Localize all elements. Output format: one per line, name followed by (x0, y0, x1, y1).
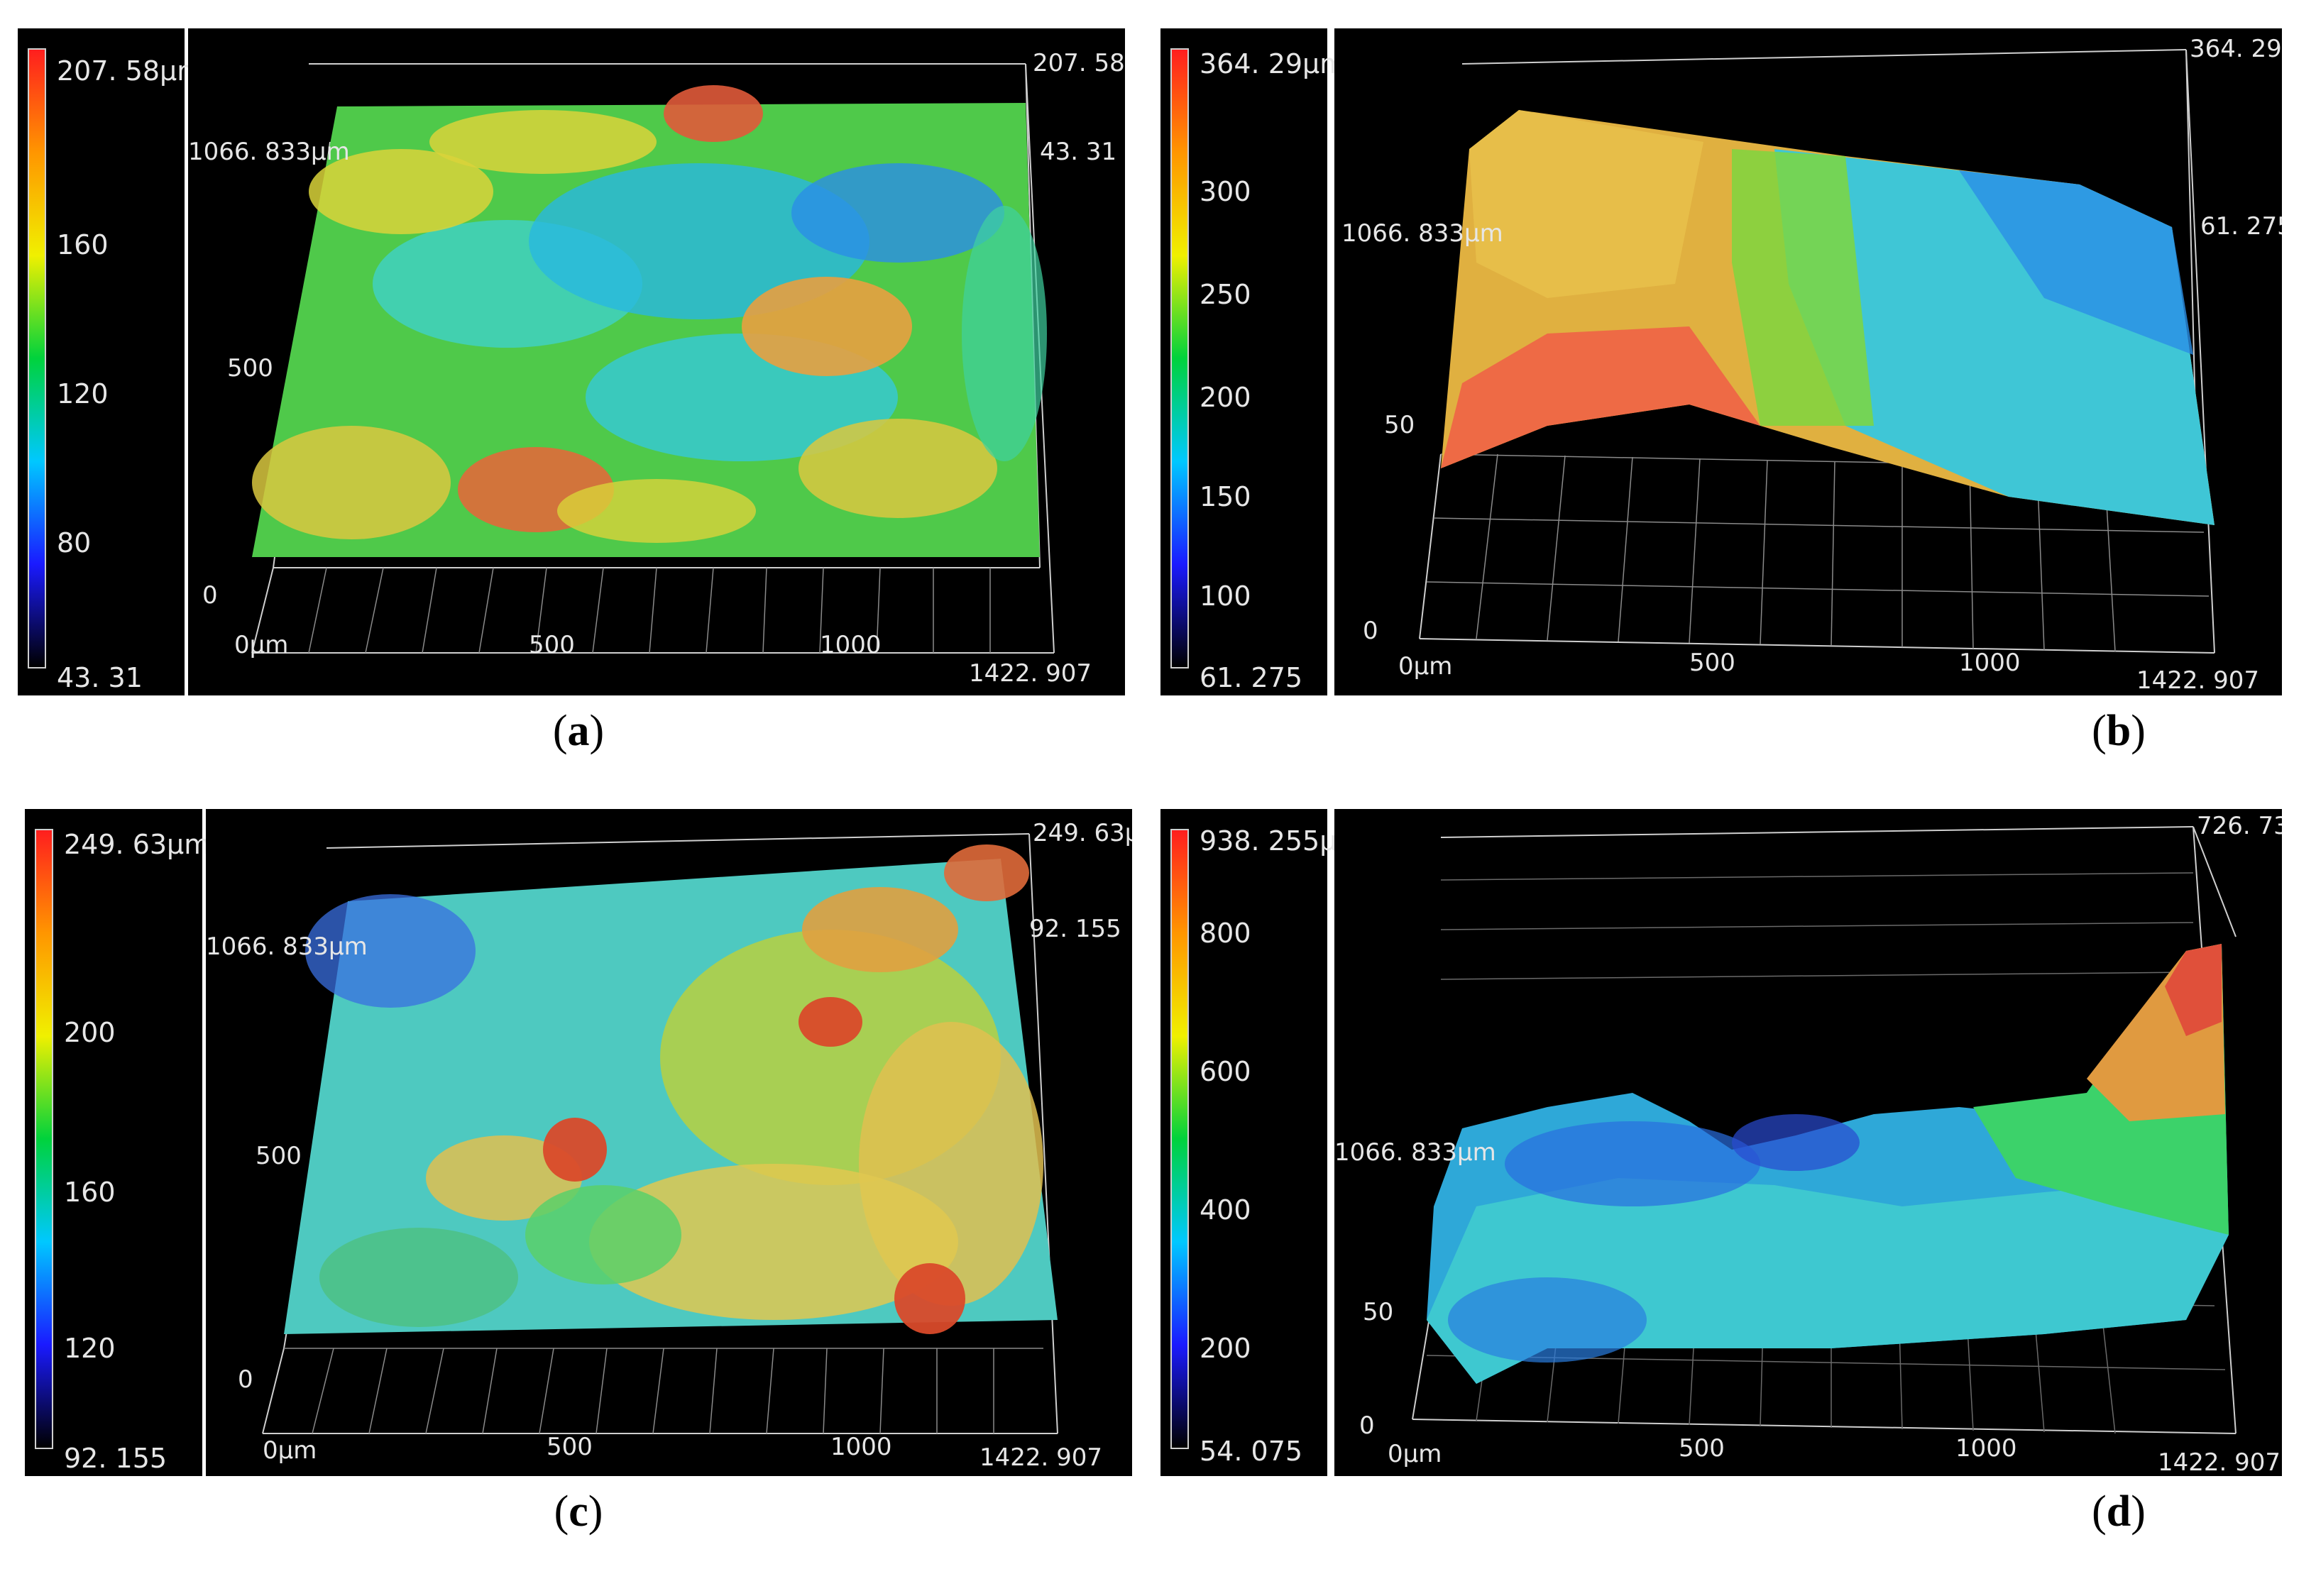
x-zero-label: 0µm (234, 631, 288, 659)
y-top-label: 1066. 833µm (188, 138, 350, 166)
x-mid-label: 500 (1679, 1434, 1725, 1463)
x-max-label: 1422. 907 (969, 659, 1092, 688)
x-1000-label: 1000 (830, 1433, 892, 1461)
colorbar-gradient (1170, 48, 1189, 668)
colorbar-max-label: 207. 58µm (57, 55, 203, 87)
y-zero-label: 0 (1363, 617, 1378, 645)
caption-letter: d (2107, 1487, 2131, 1536)
y-mid-label: 500 (256, 1142, 302, 1170)
colorbar-tick-label: 400 (1200, 1194, 1251, 1226)
y-top-label: 1066. 833µm (206, 932, 368, 961)
x-max-label: 1422. 907 (2136, 666, 2259, 695)
surface-plot-svg: 249. 63µm 92. 155 1066. 833µm 500 0 0µm … (206, 809, 1132, 1476)
surface-plot-svg: 207. 58µm 43. 31 1066. 833µm 500 0 0µm 5… (188, 28, 1125, 695)
height-surface (252, 85, 1047, 557)
z-top-label: 249. 63µm (1033, 819, 1132, 847)
colorbar-max-label: 364. 29µm (1200, 48, 1346, 79)
surface-plot: 249. 63µm 92. 155 1066. 833µm 500 0 0µm … (206, 809, 1132, 1476)
z-right-label: 92. 155 (1029, 915, 1121, 943)
colorbar-tick-label: 160 (64, 1177, 116, 1208)
x-zero-label: 0µm (1398, 652, 1452, 681)
panel-c: 249. 63µm 200 160 120 92. 155 (25, 809, 1132, 1533)
colorbar-max-label: 249. 63µm (64, 829, 210, 860)
z-top-label: 364. 29µm (2190, 35, 2282, 63)
z-right-label: 61. 275 (2200, 212, 2282, 241)
colorbar-min-label: 54. 075 (1200, 1436, 1302, 1467)
panel-caption: (d) (2012, 1487, 2225, 1537)
surface-plot: 726. 73µm 1066. 833µm 50 0 0µm 500 1000 … (1334, 809, 2282, 1476)
x-mid-label: 500 (1689, 649, 1735, 677)
panel-caption: (c) (472, 1487, 685, 1537)
colorbar-tick-label: 100 (1200, 580, 1251, 612)
colorbar-tick-label: 120 (57, 378, 109, 409)
x-mid-label: 500 (547, 1433, 593, 1461)
colorbar-tick-label: 200 (1200, 1333, 1251, 1364)
height-surface (1441, 110, 2215, 525)
colorbar-min-label: 92. 155 (64, 1443, 167, 1474)
colorbar-tick-label: 600 (1200, 1056, 1251, 1087)
colorbar-tick-label: 200 (64, 1017, 116, 1048)
x-1000-label: 1000 (1959, 649, 2021, 677)
colorbar-gradient (35, 829, 53, 1449)
surface-plot: 364. 29µm 61. 275 1066. 833µm 50 0 0µm 5… (1334, 28, 2282, 695)
x-1000-label: 1000 (820, 631, 882, 659)
y-top-label: 1066. 833µm (1334, 1138, 1496, 1167)
caption-letter: a (568, 707, 590, 755)
colorbar-tick-label: 200 (1200, 382, 1251, 413)
height-surface (284, 844, 1058, 1334)
surface-plot-svg: 726. 73µm 1066. 833µm 50 0 0µm 500 1000 … (1334, 809, 2282, 1476)
colorbar: 938. 255µm 800 600 400 200 54. 075 (1160, 809, 1327, 1476)
y-mid-label: 500 (227, 354, 273, 383)
colorbar-gradient (28, 48, 46, 668)
colorbar-gradient (1170, 829, 1189, 1449)
colorbar: 364. 29µm 300 250 200 150 100 61. 275 (1160, 28, 1327, 695)
colorbar-tick-label: 150 (1200, 481, 1251, 512)
colorbar-min-label: 43. 31 (57, 662, 143, 693)
panel-caption: (b) (2012, 706, 2225, 756)
caption-letter: b (2107, 707, 2131, 755)
y-mid-label: 50 (1384, 411, 1415, 439)
surface-plot-svg: 364. 29µm 61. 275 1066. 833µm 50 0 0µm 5… (1334, 28, 2282, 695)
y-zero-label: 0 (1359, 1411, 1375, 1440)
colorbar: 249. 63µm 200 160 120 92. 155 (25, 809, 202, 1476)
colorbar-tick-label: 160 (57, 229, 109, 260)
height-surface (1427, 944, 2229, 1384)
panel-b: 364. 29µm 300 250 200 150 100 61. 275 (1175, 28, 2282, 752)
panel-caption: (a) (472, 706, 685, 756)
x-max-label: 1422. 907 (2158, 1448, 2281, 1476)
colorbar-tick-label: 300 (1200, 176, 1251, 207)
z-top-label: 726. 73µm (2197, 812, 2282, 840)
y-mid-label: 50 (1363, 1298, 1393, 1326)
z-top-label: 207. 58µm (1033, 49, 1125, 77)
y-top-label: 1066. 833µm (1341, 219, 1503, 248)
y-zero-label: 0 (238, 1365, 253, 1394)
panel-d: 938. 255µm 800 600 400 200 54. 075 (1175, 809, 2282, 1533)
x-max-label: 1422. 907 (979, 1443, 1102, 1472)
colorbar-tick-label: 80 (57, 527, 91, 558)
z-right-label: 43. 31 (1040, 138, 1116, 166)
y-zero-label: 0 (202, 581, 218, 610)
x-1000-label: 1000 (1955, 1434, 2017, 1463)
colorbar: 207. 58µm 160 120 80 43. 31 (18, 28, 185, 695)
caption-letter: c (569, 1487, 588, 1536)
x-zero-label: 0µm (263, 1436, 317, 1465)
x-zero-label: 0µm (1388, 1440, 1442, 1468)
colorbar-tick-label: 800 (1200, 918, 1251, 949)
colorbar-tick-label: 250 (1200, 279, 1251, 310)
colorbar-tick-label: 120 (64, 1333, 116, 1364)
panel-a: 207. 58µm 160 120 80 43. 31 (18, 28, 1125, 752)
colorbar-min-label: 61. 275 (1200, 662, 1302, 693)
surface-plot: 207. 58µm 43. 31 1066. 833µm 500 0 0µm 5… (188, 28, 1125, 695)
x-mid-label: 500 (529, 631, 575, 659)
